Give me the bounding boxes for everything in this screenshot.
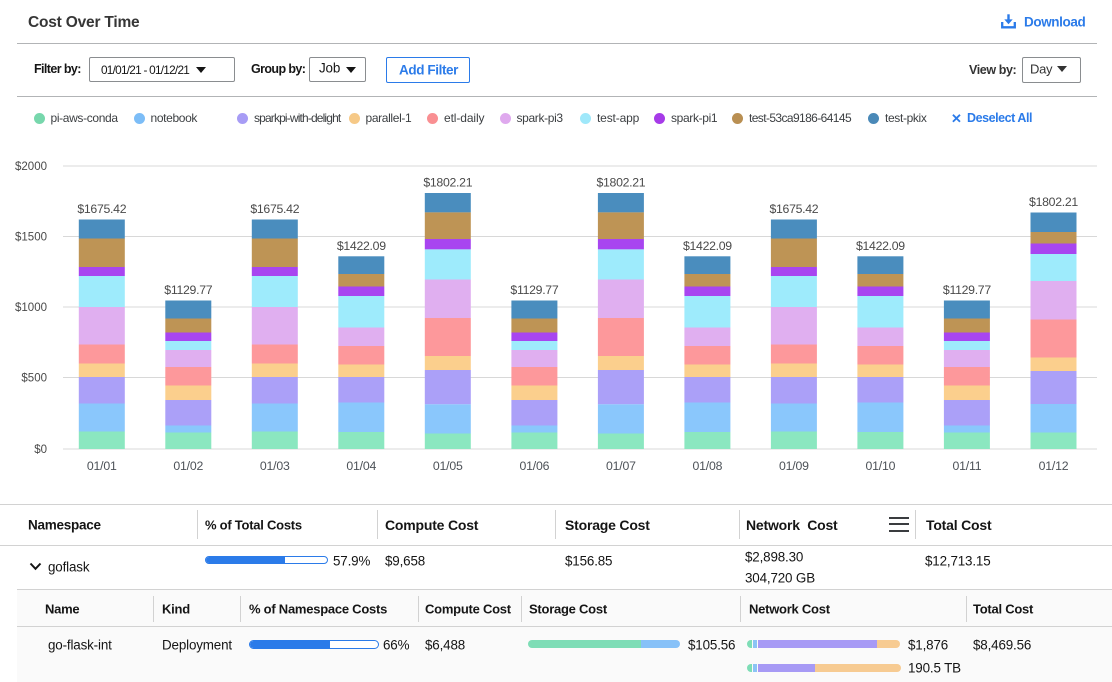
svg-text:01/06: 01/06	[520, 459, 550, 473]
svg-text:01/01: 01/01	[87, 459, 117, 473]
svg-text:$1500: $1500	[15, 232, 47, 244]
svg-text:01/07: 01/07	[606, 459, 636, 473]
svg-text:01/11: 01/11	[952, 459, 981, 473]
svg-text:01/12: 01/12	[1039, 459, 1069, 473]
svg-text:$1802.21: $1802.21	[423, 176, 472, 190]
svg-text:$1129.77: $1129.77	[164, 283, 212, 297]
svg-text:01/05: 01/05	[433, 459, 463, 473]
svg-text:01/04: 01/04	[346, 459, 376, 473]
svg-text:$1129.77: $1129.77	[510, 283, 558, 297]
svg-text:01/02: 01/02	[173, 459, 203, 473]
svg-text:$1000: $1000	[15, 302, 47, 314]
svg-text:$1422.09: $1422.09	[856, 239, 905, 253]
svg-text:$1802.21: $1802.21	[1029, 195, 1078, 209]
svg-text:01/08: 01/08	[693, 459, 723, 473]
svg-text:$1675.42: $1675.42	[250, 202, 299, 216]
svg-text:01/10: 01/10	[866, 459, 896, 473]
svg-text:$500: $500	[21, 373, 47, 385]
svg-text:$1675.42: $1675.42	[769, 202, 818, 216]
svg-text:$2000: $2000	[15, 161, 47, 173]
svg-text:01/03: 01/03	[260, 459, 290, 473]
svg-text:$1422.09: $1422.09	[337, 239, 386, 253]
svg-text:01/09: 01/09	[779, 459, 809, 473]
svg-text:$1129.77: $1129.77	[943, 283, 991, 297]
svg-text:$1675.42: $1675.42	[77, 202, 126, 216]
svg-text:$1802.21: $1802.21	[596, 176, 645, 190]
svg-text:$1422.09: $1422.09	[683, 239, 732, 253]
svg-text:$0: $0	[34, 444, 47, 456]
